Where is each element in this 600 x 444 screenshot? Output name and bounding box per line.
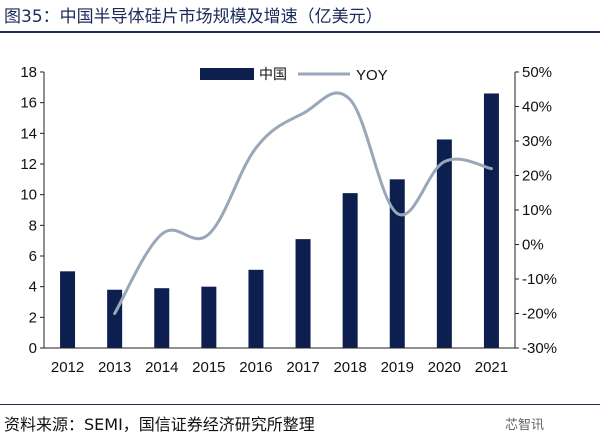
left-tick-label: 18 xyxy=(20,64,37,81)
left-tick-label: 2 xyxy=(29,309,37,326)
bar-2017 xyxy=(295,239,311,348)
right-tick-label: 10% xyxy=(522,202,552,219)
left-tick-label: 10 xyxy=(20,187,37,204)
source-note: 资料来源：SEMI，国信证券经济研究所整理 xyxy=(4,415,315,434)
right-tick-label: 50% xyxy=(522,64,552,81)
left-tick-label: 0 xyxy=(29,340,37,357)
x-tick-label: 2014 xyxy=(145,359,178,376)
left-tick-label: 12 xyxy=(20,156,37,173)
x-tick-label: 2017 xyxy=(286,359,319,376)
x-tick-label: 2013 xyxy=(98,359,131,376)
bar-2018 xyxy=(342,193,358,348)
left-tick-label: 4 xyxy=(29,279,37,296)
legend-swatch-china xyxy=(200,68,254,80)
yoy-line xyxy=(113,91,493,315)
right-tick-label: -30% xyxy=(522,340,557,357)
bar-2013 xyxy=(107,289,123,348)
right-tick-label: 30% xyxy=(522,133,552,150)
source-divider xyxy=(0,404,600,405)
right-tick-label: -20% xyxy=(522,306,557,323)
x-tick-label: 2018 xyxy=(333,359,366,376)
bar-2015 xyxy=(201,286,217,348)
bar-2012 xyxy=(60,271,76,348)
right-tick-label: 0% xyxy=(522,237,544,254)
x-tick-label: 2020 xyxy=(428,359,461,376)
bar-2014 xyxy=(154,288,170,348)
right-tick-label: 40% xyxy=(522,99,552,116)
bar-2019 xyxy=(389,179,405,348)
x-tick-label: 2021 xyxy=(475,359,508,376)
chart-title: 图35：中国半导体硅片市场规模及增速（亿美元） xyxy=(4,7,383,27)
left-tick-label: 8 xyxy=(29,217,37,234)
bar-2021 xyxy=(483,93,499,348)
legend-label-yoy: YOY xyxy=(356,67,388,84)
title-divider xyxy=(0,31,600,33)
left-tick-label: 16 xyxy=(20,95,37,112)
watermark: 芯智讯 xyxy=(505,418,545,433)
x-tick-label: 2016 xyxy=(239,359,272,376)
left-tick-label: 6 xyxy=(29,248,37,265)
bar-2016 xyxy=(248,269,264,348)
right-tick-label: 20% xyxy=(522,168,552,185)
bar-2020 xyxy=(436,139,452,348)
x-tick-label: 2015 xyxy=(192,359,225,376)
left-tick-label: 14 xyxy=(20,125,37,142)
legend-label-china: 中国 xyxy=(259,66,287,82)
x-tick-label: 2019 xyxy=(381,359,414,376)
x-tick-label: 2012 xyxy=(51,359,84,376)
right-tick-label: -10% xyxy=(522,271,557,288)
